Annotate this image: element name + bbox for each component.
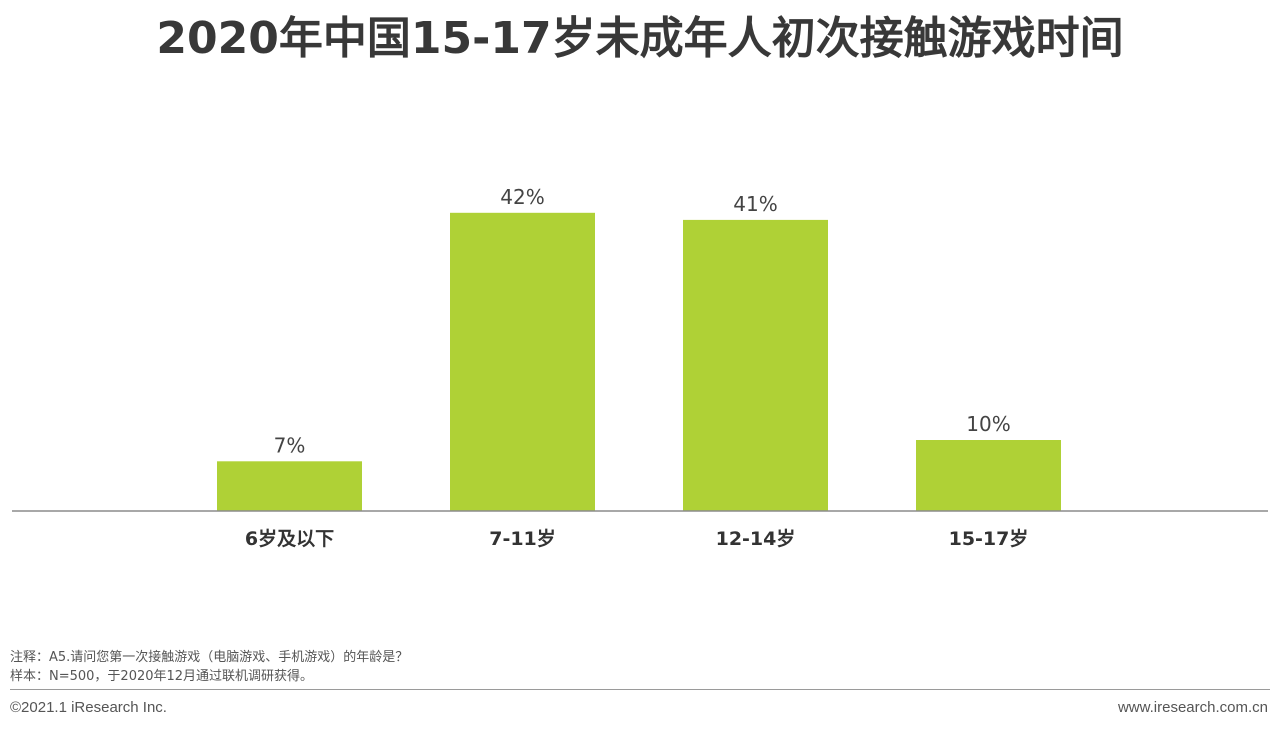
category-label-2: 7-11岁 (489, 527, 556, 550)
bar-2 (450, 212, 595, 512)
data-label-4: 10% (966, 412, 1010, 436)
category-label-3: 12-14岁 (716, 527, 796, 550)
bar-3 (683, 219, 828, 511)
bar-4 (916, 440, 1061, 511)
bar-1 (217, 461, 362, 511)
labels-group: 7% 6岁及以下 42% 7-11岁 41% 12-14岁 10% 15-17岁 (245, 185, 1029, 550)
data-label-2: 42% (500, 185, 544, 209)
footnote-sample: 样本：N=500，于2020年12月通过联机调研获得。 (10, 669, 314, 684)
footer-divider (10, 689, 1270, 690)
footnote-question: 注释：A5.请问您第一次接触游戏（电脑游戏、手机游戏）的年龄是？ (10, 650, 409, 665)
website-url: www.iresearch.com.cn (1117, 699, 1268, 716)
chart-title: 2020年中国15-17岁未成年人初次接触游戏时间 (156, 13, 1124, 64)
copyright-text: ©2021.1 iResearch Inc. (10, 699, 167, 716)
data-label-1: 7% (274, 433, 306, 457)
bar-chart: 7% 6岁及以下 42% 7-11岁 41% 12-14岁 10% 15-17岁 (12, 185, 1268, 550)
category-label-1: 6岁及以下 (245, 527, 334, 550)
category-label-4: 15-17岁 (949, 527, 1029, 550)
data-label-3: 41% (733, 192, 777, 216)
bars-group (217, 212, 1061, 512)
